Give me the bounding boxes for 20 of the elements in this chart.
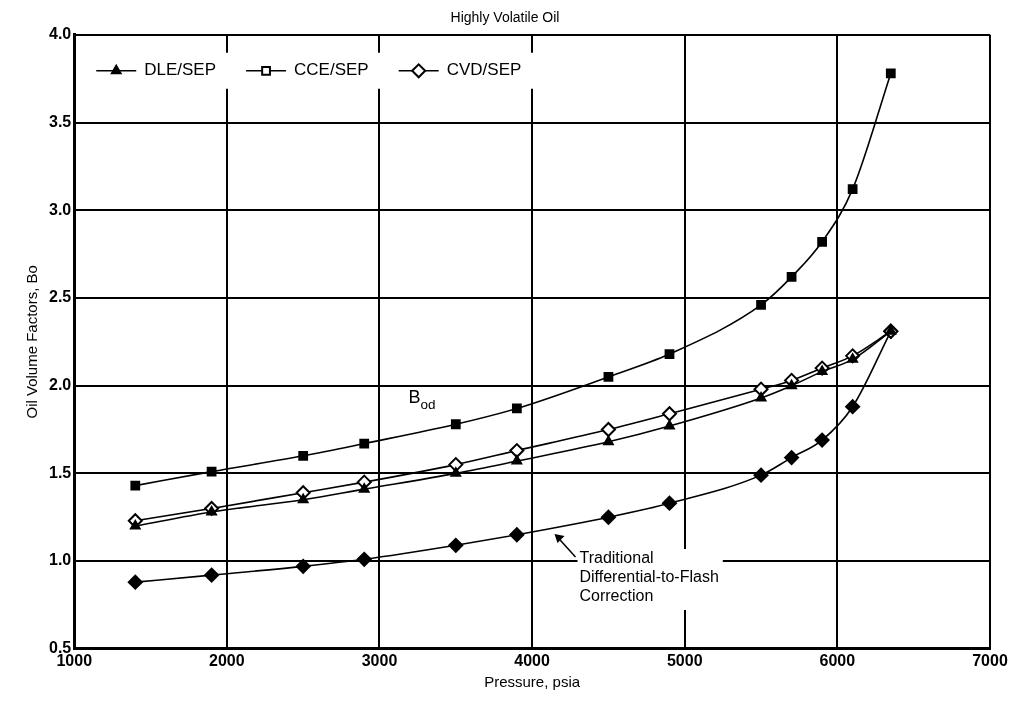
y-tick-label: 3.5 [48, 112, 72, 130]
y-axis-title: Oil Volume Factors, Bo [23, 265, 41, 419]
chart-title: Highly Volatile Oil [450, 9, 560, 26]
legend-label: DLE/SEP [144, 60, 217, 80]
y-tick-label: 3.0 [48, 200, 72, 218]
legend-label: CVD/SEP [446, 60, 522, 80]
y-tick-label: 2.5 [48, 288, 72, 306]
x-tick-label: 7000 [972, 651, 1008, 669]
x-tick-label: 3000 [361, 651, 398, 669]
x-tick-label: 6000 [819, 651, 856, 669]
legend-label: CCE/SEP [294, 60, 369, 80]
x-tick-label: 2000 [209, 651, 245, 669]
annotation: Traditional Differential-to-Flash Correction [579, 549, 719, 605]
y-tick-label: 4.0 [48, 25, 72, 43]
y-tick-label: 2.0 [48, 376, 72, 394]
x-axis-title: Pressure, psia [484, 673, 581, 691]
y-tick-label: 1.5 [48, 463, 72, 481]
x-tick-label: 4000 [514, 651, 551, 669]
x-tick-label: 5000 [666, 651, 703, 669]
y-tick-label: 1.0 [48, 551, 72, 569]
